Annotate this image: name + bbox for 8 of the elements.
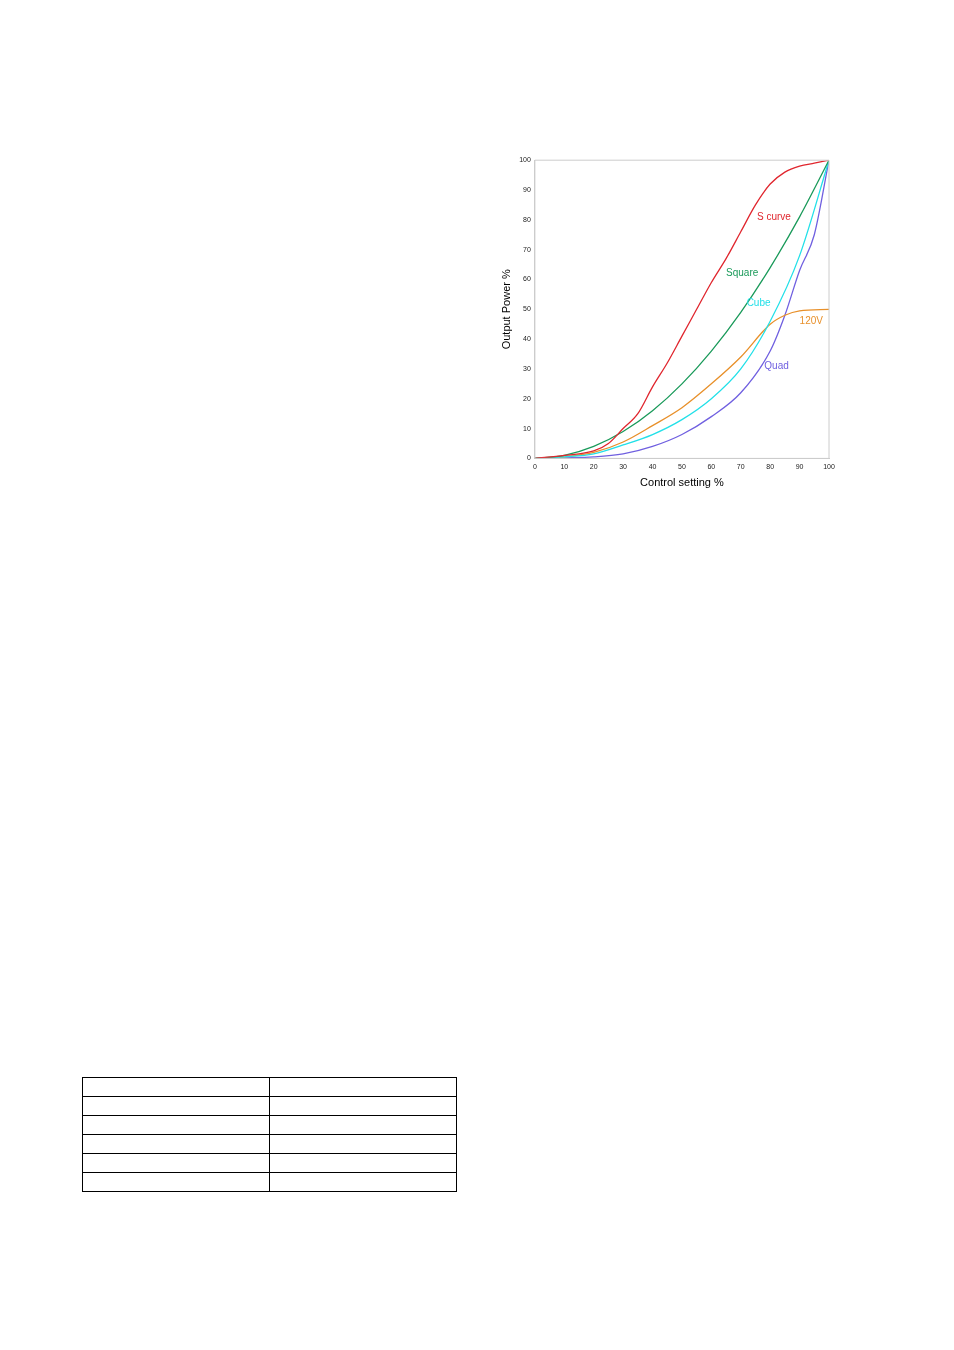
y-axis-title: Output Power % xyxy=(499,269,512,350)
series-label: 120V xyxy=(799,314,824,326)
x-axis-title: Control setting % xyxy=(640,476,725,489)
series-label: Cube xyxy=(746,297,771,309)
line-series xyxy=(534,160,829,459)
series-label: Square xyxy=(726,267,759,279)
series-label: Quad xyxy=(764,359,789,371)
series-label: S curve xyxy=(756,210,792,222)
